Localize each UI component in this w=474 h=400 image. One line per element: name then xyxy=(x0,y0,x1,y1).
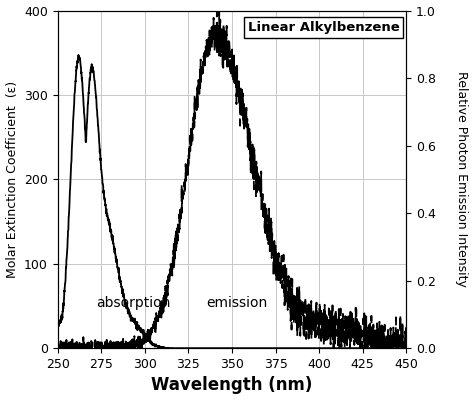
X-axis label: Wavelength (nm): Wavelength (nm) xyxy=(151,376,313,394)
Text: Linear Alkylbenzene: Linear Alkylbenzene xyxy=(247,21,399,34)
Text: absorption: absorption xyxy=(96,296,171,310)
Y-axis label: Molar Extinction Coefficient  (ε): Molar Extinction Coefficient (ε) xyxy=(6,81,18,278)
Y-axis label: Relative Photon Emission Intensity: Relative Photon Emission Intensity xyxy=(456,72,468,287)
Text: emission: emission xyxy=(206,296,267,310)
